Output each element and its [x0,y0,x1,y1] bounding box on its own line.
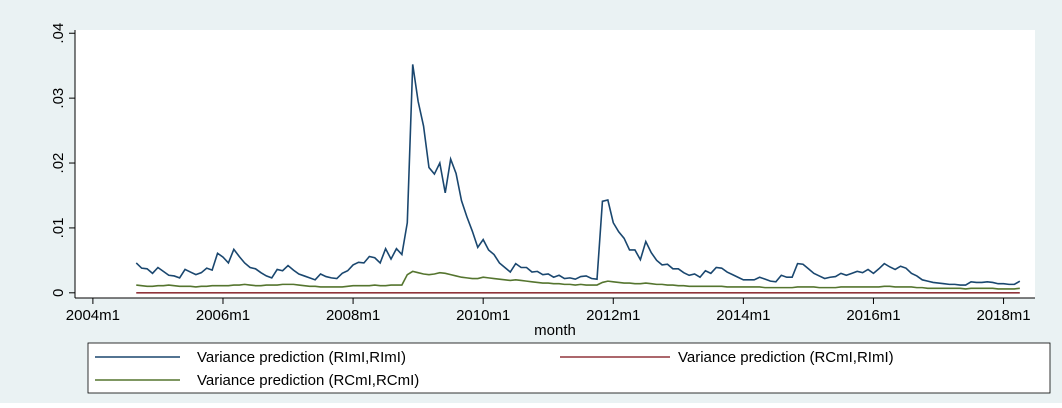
plot-area [75,30,1035,298]
y-tick-label: .01 [50,217,67,238]
legend-label: Variance prediction (RCmI,RCmI) [197,372,419,389]
x-tick-label: 2016m1 [846,307,900,324]
x-axis-title: month [534,322,576,339]
legend-label: Variance prediction (RImI,RImI) [197,349,406,366]
x-tick-label: 2012m1 [586,307,640,324]
x-tick-label: 2014m1 [716,307,770,324]
y-tick-label: .03 [50,88,67,109]
x-tick-label: 2010m1 [456,307,510,324]
series-line [135,64,1021,286]
legend-label: Variance prediction (RCmI,RImI) [678,349,894,366]
x-tick-label: 2006m1 [196,307,250,324]
series-line [136,270,1020,290]
x-tick-label: 2004m1 [66,307,120,324]
y-tick-label: .04 [50,23,67,44]
legend [87,342,1051,394]
y-tick-label: .02 [50,153,67,174]
y-tick-label: 0 [50,289,67,297]
x-tick-label: 2008m1 [326,307,380,324]
x-tick-label: 2018m1 [976,307,1030,324]
